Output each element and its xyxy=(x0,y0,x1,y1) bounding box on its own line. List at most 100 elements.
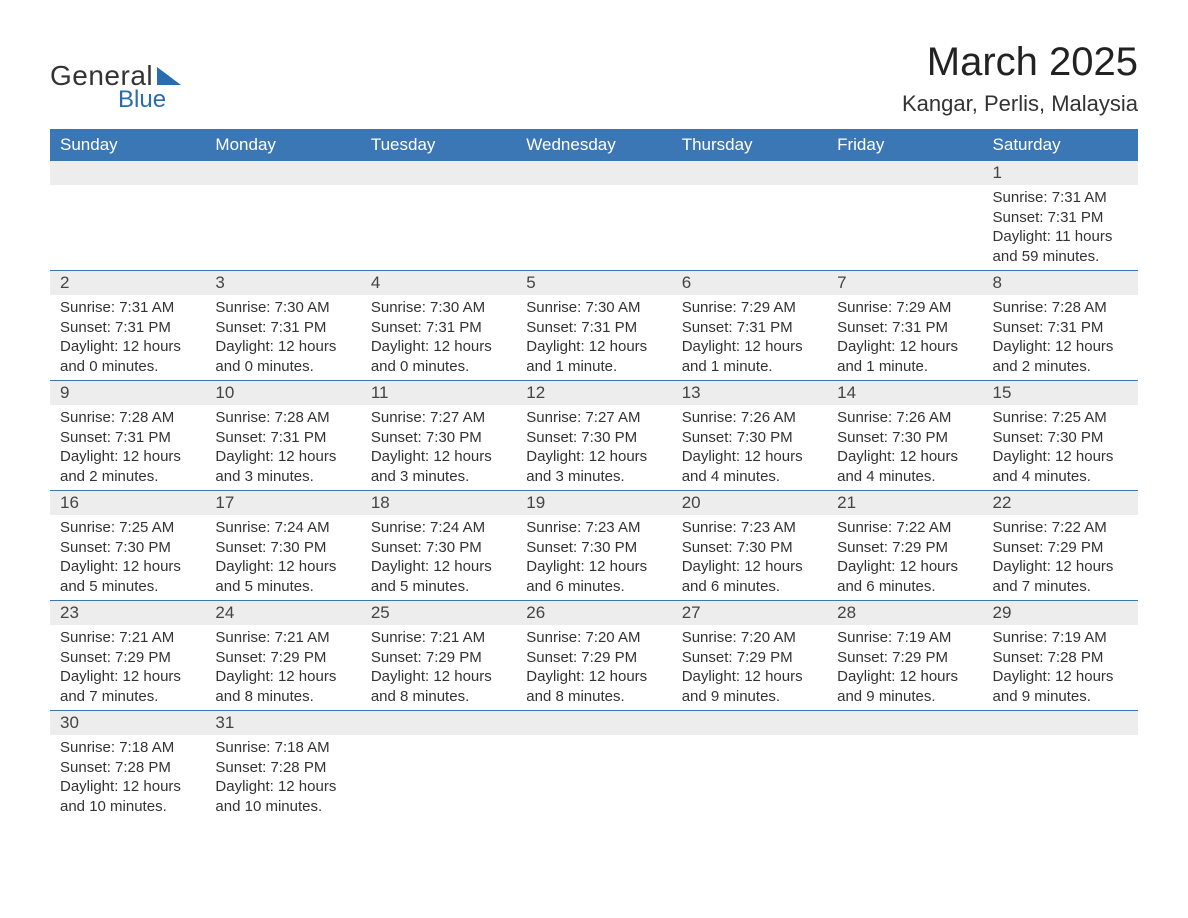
day-body xyxy=(361,185,516,261)
calendar-body: 1Sunrise: 7:31 AMSunset: 7:31 PMDaylight… xyxy=(50,161,1138,820)
sunrise-line: Sunrise: 7:19 AM xyxy=(993,628,1128,648)
sunrise-line: Sunrise: 7:24 AM xyxy=(215,518,350,538)
daylight-line: Daylight: 12 hours and 7 minutes. xyxy=(993,557,1128,596)
calendar-day-cell: 24Sunrise: 7:21 AMSunset: 7:29 PMDayligh… xyxy=(205,601,360,710)
sunrise-line: Sunrise: 7:30 AM xyxy=(215,298,350,318)
sunset-line: Sunset: 7:30 PM xyxy=(526,428,661,448)
sunrise-line: Sunrise: 7:20 AM xyxy=(526,628,661,648)
calendar-day-cell: 10Sunrise: 7:28 AMSunset: 7:31 PMDayligh… xyxy=(205,381,360,490)
day-number-bar: 3 xyxy=(205,271,360,295)
sunrise-line: Sunrise: 7:18 AM xyxy=(215,738,350,758)
day-number-bar: 31 xyxy=(205,711,360,735)
daylight-line: Daylight: 12 hours and 8 minutes. xyxy=(371,667,506,706)
day-number-bar: 20 xyxy=(672,491,827,515)
logo: General Blue xyxy=(50,60,181,114)
location-subtitle: Kangar, Perlis, Malaysia xyxy=(902,91,1138,117)
day-number-bar xyxy=(827,711,982,735)
day-body: Sunrise: 7:30 AMSunset: 7:31 PMDaylight:… xyxy=(205,295,360,380)
day-number-bar: 12 xyxy=(516,381,671,405)
daylight-line: Daylight: 12 hours and 6 minutes. xyxy=(682,557,817,596)
calendar-day-cell: 29Sunrise: 7:19 AMSunset: 7:28 PMDayligh… xyxy=(983,601,1138,710)
day-number-bar: 25 xyxy=(361,601,516,625)
daylight-line: Daylight: 12 hours and 2 minutes. xyxy=(60,447,195,486)
day-number-bar xyxy=(205,161,360,185)
calendar-day-cell: 1Sunrise: 7:31 AMSunset: 7:31 PMDaylight… xyxy=(983,161,1138,270)
day-number-bar: 9 xyxy=(50,381,205,405)
sunrise-line: Sunrise: 7:23 AM xyxy=(526,518,661,538)
daylight-line: Daylight: 12 hours and 9 minutes. xyxy=(837,667,972,706)
day-number-bar: 11 xyxy=(361,381,516,405)
calendar-day-cell: 3Sunrise: 7:30 AMSunset: 7:31 PMDaylight… xyxy=(205,271,360,380)
day-number-bar: 27 xyxy=(672,601,827,625)
sunrise-line: Sunrise: 7:26 AM xyxy=(682,408,817,428)
daylight-line: Daylight: 12 hours and 3 minutes. xyxy=(526,447,661,486)
day-body: Sunrise: 7:27 AMSunset: 7:30 PMDaylight:… xyxy=(361,405,516,490)
day-body xyxy=(50,185,205,261)
day-number-bar: 6 xyxy=(672,271,827,295)
day-number-bar: 10 xyxy=(205,381,360,405)
sunrise-line: Sunrise: 7:31 AM xyxy=(993,188,1128,208)
sunset-line: Sunset: 7:31 PM xyxy=(371,318,506,338)
day-body: Sunrise: 7:25 AMSunset: 7:30 PMDaylight:… xyxy=(983,405,1138,490)
day-body: Sunrise: 7:26 AMSunset: 7:30 PMDaylight:… xyxy=(672,405,827,490)
sunrise-line: Sunrise: 7:28 AM xyxy=(60,408,195,428)
sunset-line: Sunset: 7:31 PM xyxy=(526,318,661,338)
day-body xyxy=(672,185,827,261)
daylight-line: Daylight: 12 hours and 1 minute. xyxy=(526,337,661,376)
calendar-empty-cell xyxy=(205,161,360,270)
calendar-day-cell: 19Sunrise: 7:23 AMSunset: 7:30 PMDayligh… xyxy=(516,491,671,600)
day-number-bar xyxy=(983,711,1138,735)
daylight-line: Daylight: 11 hours and 59 minutes. xyxy=(993,227,1128,266)
daylight-line: Daylight: 12 hours and 9 minutes. xyxy=(682,667,817,706)
daylight-line: Daylight: 12 hours and 10 minutes. xyxy=(60,777,195,816)
day-body: Sunrise: 7:28 AMSunset: 7:31 PMDaylight:… xyxy=(205,405,360,490)
sunset-line: Sunset: 7:30 PM xyxy=(993,428,1128,448)
sunset-line: Sunset: 7:28 PM xyxy=(215,758,350,778)
daylight-line: Daylight: 12 hours and 0 minutes. xyxy=(371,337,506,376)
day-body xyxy=(827,185,982,261)
calendar-day-cell: 11Sunrise: 7:27 AMSunset: 7:30 PMDayligh… xyxy=(361,381,516,490)
sunrise-line: Sunrise: 7:18 AM xyxy=(60,738,195,758)
daylight-line: Daylight: 12 hours and 4 minutes. xyxy=(837,447,972,486)
calendar-day-cell: 23Sunrise: 7:21 AMSunset: 7:29 PMDayligh… xyxy=(50,601,205,710)
sunrise-line: Sunrise: 7:30 AM xyxy=(526,298,661,318)
day-body xyxy=(672,735,827,811)
daylight-line: Daylight: 12 hours and 9 minutes. xyxy=(993,667,1128,706)
day-body: Sunrise: 7:30 AMSunset: 7:31 PMDaylight:… xyxy=(516,295,671,380)
day-body: Sunrise: 7:24 AMSunset: 7:30 PMDaylight:… xyxy=(361,515,516,600)
day-body: Sunrise: 7:25 AMSunset: 7:30 PMDaylight:… xyxy=(50,515,205,600)
day-number-bar xyxy=(50,161,205,185)
sunset-line: Sunset: 7:31 PM xyxy=(60,318,195,338)
calendar-week-row: 1Sunrise: 7:31 AMSunset: 7:31 PMDaylight… xyxy=(50,161,1138,270)
weekday-header-wednesday: Wednesday xyxy=(516,129,671,161)
day-number-bar: 17 xyxy=(205,491,360,515)
day-number-bar: 7 xyxy=(827,271,982,295)
sunset-line: Sunset: 7:28 PM xyxy=(993,648,1128,668)
daylight-line: Daylight: 12 hours and 2 minutes. xyxy=(993,337,1128,376)
day-body: Sunrise: 7:22 AMSunset: 7:29 PMDaylight:… xyxy=(983,515,1138,600)
logo-text-blue: Blue xyxy=(118,86,181,114)
sunrise-line: Sunrise: 7:30 AM xyxy=(371,298,506,318)
daylight-line: Daylight: 12 hours and 7 minutes. xyxy=(60,667,195,706)
calendar-week-row: 9Sunrise: 7:28 AMSunset: 7:31 PMDaylight… xyxy=(50,380,1138,490)
day-number-bar: 16 xyxy=(50,491,205,515)
sunset-line: Sunset: 7:31 PM xyxy=(215,318,350,338)
calendar-empty-cell xyxy=(827,711,982,820)
calendar-day-cell: 30Sunrise: 7:18 AMSunset: 7:28 PMDayligh… xyxy=(50,711,205,820)
day-body: Sunrise: 7:18 AMSunset: 7:28 PMDaylight:… xyxy=(205,735,360,820)
daylight-line: Daylight: 12 hours and 4 minutes. xyxy=(682,447,817,486)
calendar-empty-cell xyxy=(361,161,516,270)
month-title: March 2025 xyxy=(902,40,1138,85)
calendar-day-cell: 2Sunrise: 7:31 AMSunset: 7:31 PMDaylight… xyxy=(50,271,205,380)
sunset-line: Sunset: 7:28 PM xyxy=(60,758,195,778)
day-number-bar xyxy=(361,711,516,735)
day-body xyxy=(361,735,516,811)
weekday-header-thursday: Thursday xyxy=(672,129,827,161)
calendar-day-cell: 13Sunrise: 7:26 AMSunset: 7:30 PMDayligh… xyxy=(672,381,827,490)
sunset-line: Sunset: 7:30 PM xyxy=(371,538,506,558)
day-number-bar: 14 xyxy=(827,381,982,405)
calendar-day-cell: 17Sunrise: 7:24 AMSunset: 7:30 PMDayligh… xyxy=(205,491,360,600)
sunset-line: Sunset: 7:29 PM xyxy=(993,538,1128,558)
day-body xyxy=(516,735,671,811)
calendar-day-cell: 26Sunrise: 7:20 AMSunset: 7:29 PMDayligh… xyxy=(516,601,671,710)
